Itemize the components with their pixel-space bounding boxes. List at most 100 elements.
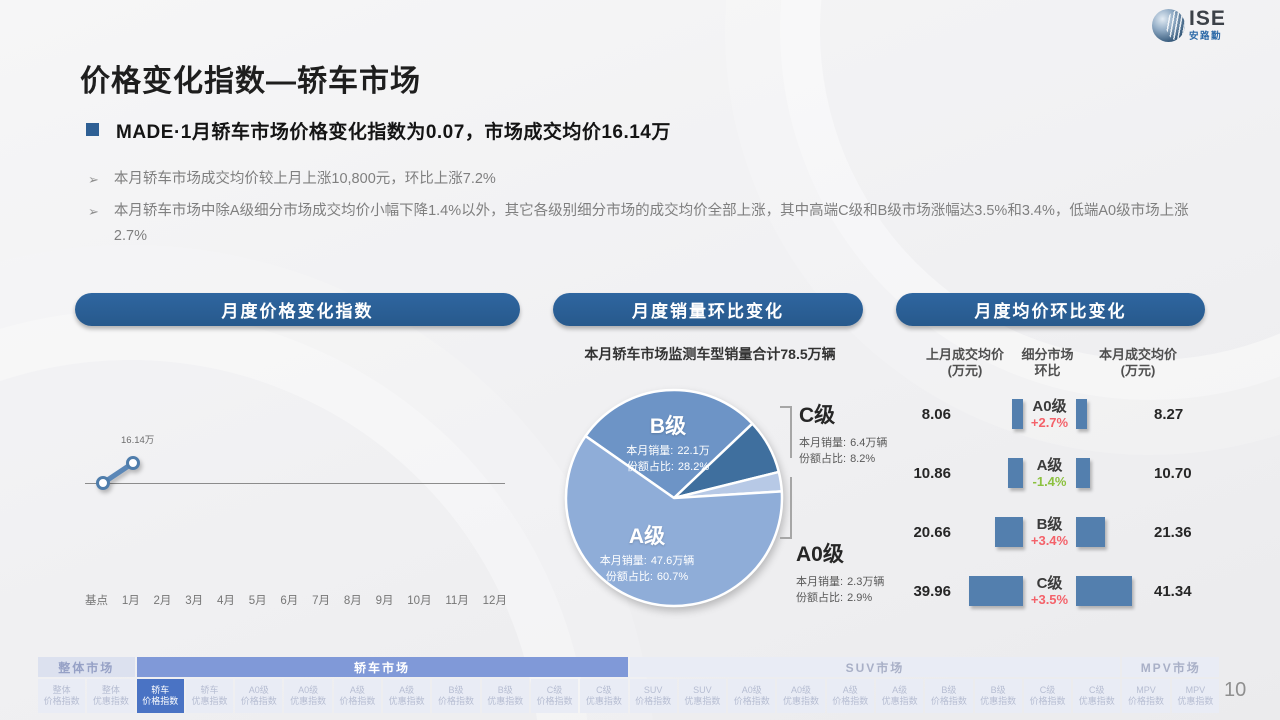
month-tick: 9月 bbox=[375, 595, 394, 607]
nav-group-轿车市场[interactable]: 轿车市场 bbox=[136, 657, 628, 677]
month-tick: 8月 bbox=[343, 595, 362, 607]
page-title: 价格变化指数—轿车市场 bbox=[80, 65, 421, 98]
nav-tab-line: 价格指数 bbox=[142, 696, 179, 706]
nav-group-row: 整体市场 轿车市场 SUV市场 MPV市场 bbox=[38, 657, 1219, 677]
nav-tab-A级-价格指数[interactable]: A级 价格指数 bbox=[826, 679, 874, 713]
nav-tab-整体-优惠指数[interactable]: 整体 优惠指数 bbox=[87, 679, 135, 713]
page-number: 10 bbox=[1224, 679, 1247, 701]
nav-tab-B级-优惠指数[interactable]: B级 优惠指数 bbox=[481, 679, 529, 713]
metric-key: 本月销量: bbox=[799, 437, 847, 449]
nav-tab-line: A级 bbox=[892, 685, 908, 695]
nav-tab-line: 优惠指数 bbox=[980, 696, 1017, 706]
nav-tab-line: 价格指数 bbox=[832, 696, 869, 706]
panel-header-price-index: 月度价格变化指数 bbox=[75, 293, 520, 326]
nav-tab-B级-价格指数[interactable]: B级 价格指数 bbox=[925, 679, 973, 713]
month-tick: 3月 bbox=[185, 595, 204, 607]
nav-tab-line: A0级 bbox=[248, 685, 269, 695]
last-month-value: 10.86 bbox=[913, 464, 951, 482]
metric-key: 份额占比: bbox=[799, 453, 847, 465]
mom-pct: +2.7% bbox=[1030, 414, 1069, 430]
nav-tab-line: C级 bbox=[1089, 685, 1105, 695]
data-point-jan bbox=[126, 456, 140, 470]
nav-tab-轿车-价格指数[interactable]: 轿车 价格指数 bbox=[136, 679, 184, 713]
nav-tab-line: B级 bbox=[990, 685, 1006, 695]
segment-label: A0级 bbox=[1032, 397, 1067, 415]
last-month-value: 8.06 bbox=[921, 405, 951, 423]
nav-tab-C级-优惠指数[interactable]: C级 优惠指数 bbox=[580, 679, 628, 713]
line-chart-months: 基点 1月 2月 3月 4月 5月 6月 7月 8月 9月 10月 11月 12月 bbox=[85, 592, 507, 608]
pie-label-a: A级 本月销量: 47.6万辆 份额占比: 60.7% bbox=[567, 520, 727, 585]
column-header-segment-mom: 细分市场 环比 bbox=[990, 347, 1105, 379]
nav-tab-A级-价格指数[interactable]: A级 价格指数 bbox=[333, 679, 382, 713]
summary-bullet-1: ➢ 本月轿车市场成交均价较上月上涨10,800元，环比上涨7.2% bbox=[88, 167, 496, 192]
pie-label-b: B级 本月销量: 22.1万 份额占比: 28.2% bbox=[588, 410, 748, 475]
nav-tab-line: C级 bbox=[1039, 685, 1056, 695]
nav-tab-B级-价格指数[interactable]: B级 价格指数 bbox=[432, 679, 480, 713]
pie-chart bbox=[564, 388, 784, 608]
nav-tab-line: 整体 bbox=[52, 685, 71, 695]
month-tick: 7月 bbox=[312, 595, 331, 607]
nav-tab-line: C级 bbox=[596, 685, 612, 695]
nav-group-整体市场[interactable]: 整体市场 bbox=[38, 657, 135, 677]
metric-key: 本月销量: bbox=[626, 445, 674, 457]
nav-tab-line: 价格指数 bbox=[1128, 696, 1165, 706]
nav-tab-line: 优惠指数 bbox=[92, 696, 129, 706]
metric-key: 份额占比: bbox=[796, 592, 844, 604]
nav-tab-B级-优惠指数[interactable]: B级 优惠指数 bbox=[974, 679, 1022, 713]
mom-pct: +3.4% bbox=[1030, 532, 1069, 548]
nav-tab-C级-价格指数[interactable]: C级 价格指数 bbox=[1023, 679, 1072, 713]
nav-tab-轿车-优惠指数[interactable]: 轿车 优惠指数 bbox=[185, 679, 234, 713]
nav-group-MPV市场[interactable]: MPV市场 bbox=[1122, 657, 1219, 677]
pie-callout-a0: A0级 本月销量: 2.3万辆 份额占比: 2.9% bbox=[796, 538, 884, 606]
nav-tab-line: SUV bbox=[643, 685, 663, 695]
nav-tab-line: A级 bbox=[349, 685, 365, 695]
month-tick: 5月 bbox=[248, 595, 267, 607]
nav-tab-A级-优惠指数[interactable]: A级 优惠指数 bbox=[875, 679, 924, 713]
month-tick: 1月 bbox=[121, 595, 140, 607]
bar-last-month bbox=[969, 576, 1023, 606]
mom-pct: -1.4% bbox=[1032, 473, 1067, 489]
nav-tab-MPV-优惠指数[interactable]: MPV 优惠指数 bbox=[1171, 679, 1219, 713]
nav-tab-整体-价格指数[interactable]: 整体 价格指数 bbox=[38, 679, 86, 713]
nav-tab-MPV-价格指数[interactable]: MPV 价格指数 bbox=[1122, 679, 1170, 713]
nav-tab-C级-优惠指数[interactable]: C级 优惠指数 bbox=[1073, 679, 1121, 713]
panel-header-avg-price: 月度均价环比变化 bbox=[896, 293, 1205, 326]
segment-label: C级 bbox=[1036, 574, 1063, 592]
nav-group-SUV市场[interactable]: SUV市场 bbox=[629, 657, 1121, 677]
this-month-value: 41.34 bbox=[1154, 582, 1192, 600]
nav-tab-A0级-价格指数[interactable]: A0级 价格指数 bbox=[728, 679, 776, 713]
bar-last-month bbox=[1012, 399, 1023, 429]
nav-tab-line: 价格指数 bbox=[240, 696, 277, 706]
arrow-bullet-icon: ➢ bbox=[88, 204, 99, 219]
nav-tab-A级-优惠指数[interactable]: A级 优惠指数 bbox=[383, 679, 431, 713]
metric-value: 2.9% bbox=[847, 592, 873, 604]
slice-name: B级 bbox=[649, 415, 687, 438]
bar-last-month bbox=[995, 517, 1023, 547]
nav-tab-A0级-优惠指数[interactable]: A0级 优惠指数 bbox=[777, 679, 825, 713]
header-line: (万元) bbox=[947, 363, 983, 378]
nav-tab-line: MPV bbox=[1185, 685, 1206, 695]
nav-tab-line: 价格指数 bbox=[733, 696, 770, 706]
nav-tab-A0级-价格指数[interactable]: A0级 价格指数 bbox=[235, 679, 283, 713]
pie-callout-c: C级 本月销量: 6.4万辆 份额占比: 8.2% bbox=[799, 399, 887, 467]
nav-tab-line: 优惠指数 bbox=[684, 696, 721, 706]
slice-name: A0级 bbox=[796, 543, 844, 566]
nav-tab-line: B级 bbox=[941, 685, 957, 695]
metric-key: 份额占比: bbox=[626, 461, 674, 473]
nav-tab-line: MPV bbox=[1136, 685, 1156, 695]
summary-headline: MADE·1月轿车市场价格变化指数为0.07，市场成交均价16.14万 bbox=[116, 122, 671, 143]
bar-this-month bbox=[1076, 399, 1088, 429]
month-tick: 4月 bbox=[216, 595, 235, 607]
pie-slice-B级 bbox=[584, 388, 754, 500]
nav-tab-line: 优惠指数 bbox=[783, 696, 820, 706]
nav-tab-C级-价格指数[interactable]: C级 价格指数 bbox=[530, 679, 579, 713]
metric-value: 28.2% bbox=[677, 461, 710, 473]
pie-slice-A级 bbox=[564, 434, 784, 608]
nav-tab-line: A0级 bbox=[741, 685, 762, 695]
bar-last-month bbox=[1008, 458, 1023, 488]
nav-tab-A0级-优惠指数[interactable]: A0级 优惠指数 bbox=[284, 679, 332, 713]
nav-tab-SUV-优惠指数[interactable]: SUV 优惠指数 bbox=[678, 679, 727, 713]
nav-tab-SUV-价格指数[interactable]: SUV 价格指数 bbox=[629, 679, 677, 713]
nav-tab-line: 轿车 bbox=[200, 685, 219, 695]
